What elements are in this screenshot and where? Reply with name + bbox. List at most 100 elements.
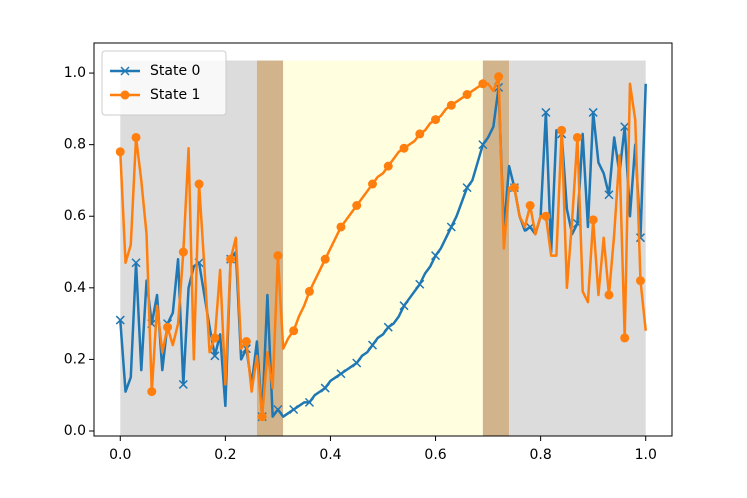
data-marker <box>336 222 346 232</box>
x-tick-label: 0.0 <box>109 447 131 463</box>
data-marker <box>289 404 299 415</box>
y-tick-label: 0.2 <box>64 351 86 367</box>
x-tick-label: 0.8 <box>530 447 552 463</box>
data-marker <box>541 211 551 221</box>
marker-stroke <box>541 107 551 117</box>
marker-stroke <box>367 340 378 350</box>
data-marker <box>163 322 173 332</box>
data-marker <box>147 387 157 397</box>
data-marker <box>304 286 314 296</box>
shaded-span <box>509 60 646 437</box>
marker-stroke <box>289 404 299 415</box>
data-marker <box>194 179 204 189</box>
data-marker <box>399 143 409 153</box>
data-marker <box>210 333 220 343</box>
marker-stroke <box>478 140 488 150</box>
data-marker <box>320 254 330 264</box>
shaded-span <box>482 60 510 437</box>
data-marker <box>620 122 630 132</box>
marker-stroke <box>304 397 314 407</box>
data-marker <box>336 369 346 379</box>
data-marker <box>226 254 236 264</box>
data-marker <box>494 72 504 82</box>
marker-stroke <box>383 322 393 332</box>
marker-stroke <box>115 315 125 325</box>
data-marker <box>383 322 393 332</box>
data-marker <box>352 200 362 210</box>
data-marker <box>478 79 488 89</box>
y-tick-label: 0.4 <box>64 280 86 296</box>
axes-frame <box>93 42 673 437</box>
data-marker <box>320 383 330 393</box>
marker-stroke <box>446 222 456 232</box>
x-tick-label: 0.4 <box>319 447 341 463</box>
data-marker <box>367 179 377 189</box>
data-marker <box>273 251 283 261</box>
data-marker <box>620 333 630 343</box>
data-marker <box>210 351 220 361</box>
data-marker <box>304 397 314 407</box>
data-marker <box>541 107 551 117</box>
data-marker <box>289 326 299 336</box>
marker-stroke <box>210 351 220 361</box>
data-marker <box>446 222 456 232</box>
data-marker <box>588 215 598 225</box>
data-marker <box>241 337 251 347</box>
marker-stroke <box>462 183 472 193</box>
y-tick-label: 0.6 <box>64 208 86 224</box>
marker-stroke <box>620 122 630 132</box>
data-marker <box>415 129 425 139</box>
data-marker <box>383 161 393 171</box>
marker-stroke <box>336 369 346 379</box>
legend-box <box>101 50 227 116</box>
data-marker <box>257 412 267 422</box>
marker-stroke <box>415 279 425 289</box>
data-marker <box>131 258 141 268</box>
marker-stroke <box>120 66 130 76</box>
data-marker <box>557 125 567 135</box>
data-marker <box>273 404 283 415</box>
legend-marker <box>120 66 130 76</box>
marker-stroke <box>273 404 283 415</box>
marker-stroke <box>320 383 330 393</box>
data-marker <box>367 340 378 350</box>
data-marker <box>462 90 472 100</box>
data-marker <box>572 132 582 142</box>
data-marker <box>509 183 519 193</box>
data-marker <box>478 140 488 150</box>
data-marker <box>399 301 409 311</box>
marker-stroke <box>131 258 141 268</box>
series-line <box>119 75 647 418</box>
data-marker <box>525 200 535 210</box>
y-tick-label: 0.0 <box>64 423 86 439</box>
y-tick-label: 1.0 <box>64 65 86 81</box>
legend-label: State 0 <box>150 63 200 79</box>
marker-stroke <box>635 233 646 243</box>
data-marker <box>178 247 188 257</box>
legend-marker <box>120 90 130 100</box>
x-tick-label: 0.6 <box>424 447 446 463</box>
marker-stroke <box>399 301 409 311</box>
data-marker <box>431 251 441 261</box>
data-marker <box>446 100 456 110</box>
data-marker <box>431 115 441 125</box>
marker-stroke <box>352 358 362 368</box>
data-marker <box>178 379 188 389</box>
data-marker <box>604 290 614 300</box>
marker-stroke <box>178 379 188 389</box>
data-marker <box>604 190 614 200</box>
data-marker <box>588 107 598 117</box>
data-marker <box>635 276 645 286</box>
x-tick-label: 1.0 <box>635 447 657 463</box>
marker-stroke <box>588 107 598 117</box>
y-tick-label: 0.8 <box>64 137 86 153</box>
shaded-span <box>283 60 483 437</box>
data-marker <box>352 358 362 368</box>
legend-label: State 1 <box>150 87 200 103</box>
data-marker <box>131 132 141 142</box>
data-marker <box>115 315 125 325</box>
data-marker <box>415 279 425 289</box>
marker-stroke <box>604 190 614 200</box>
marker-stroke <box>431 251 441 261</box>
